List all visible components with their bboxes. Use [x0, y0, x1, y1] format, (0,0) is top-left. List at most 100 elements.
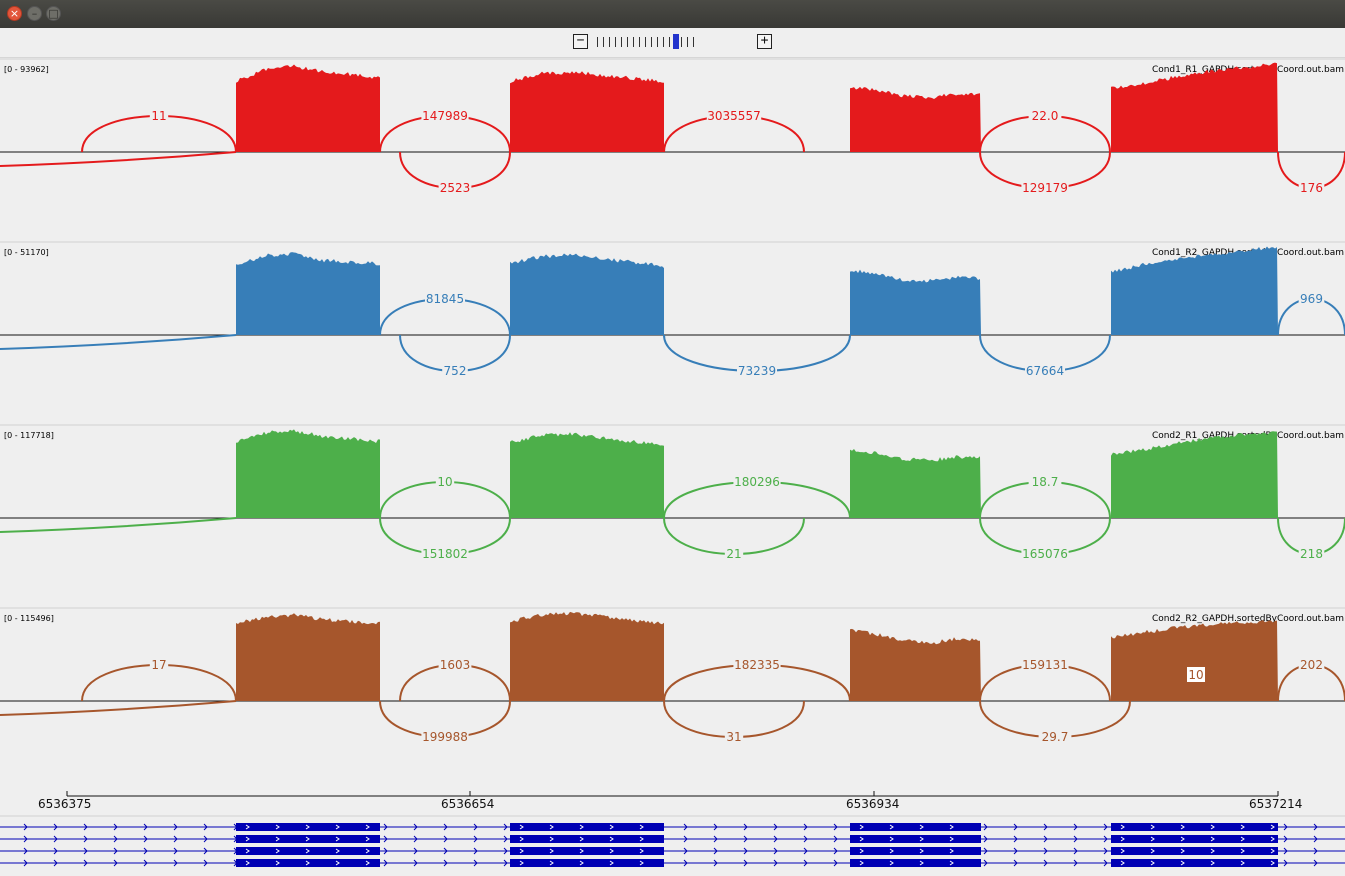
junction-count-label[interactable]: 29.7 — [1042, 730, 1069, 744]
exon-coverage-bar[interactable] — [510, 611, 664, 701]
exon-block[interactable] — [236, 835, 380, 843]
zoom-level-tick[interactable] — [621, 37, 622, 47]
junction-count-label[interactable]: 752 — [444, 364, 467, 378]
exon-coverage-bar[interactable] — [850, 269, 981, 335]
splice-junction-arc[interactable] — [0, 151, 237, 167]
zoom-level-indicator[interactable] — [673, 34, 679, 49]
exon-block[interactable] — [1111, 847, 1278, 855]
coverage-lane-3[interactable]: 10 180296 18.7 151802 21 165076 218 — [0, 424, 1345, 561]
zoom-level-tick[interactable] — [609, 37, 610, 47]
junction-count-label[interactable]: 67664 — [1026, 364, 1064, 378]
exon-coverage-bar[interactable] — [236, 252, 380, 335]
sashimi-plot-canvas[interactable]: 11 147989 3035557 22.0 2523 129179 176 81845 969… — [0, 58, 1345, 876]
exon-block[interactable] — [1111, 859, 1278, 867]
exon-coverage-bar[interactable] — [1111, 620, 1278, 701]
exon-block[interactable] — [1111, 823, 1278, 831]
exon-block[interactable] — [1111, 835, 1278, 843]
exon-block[interactable] — [236, 823, 380, 831]
splice-junction-arc[interactable] — [0, 334, 237, 350]
junction-count-label[interactable]: 151802 — [422, 547, 468, 561]
junction-count-label[interactable]: 176 — [1300, 181, 1323, 195]
exon-coverage-bar[interactable] — [510, 71, 664, 152]
zoom-level-tick[interactable] — [681, 37, 682, 47]
junction-count-label[interactable]: 11 — [151, 109, 166, 123]
exon-coverage-bar[interactable] — [236, 429, 380, 518]
exon-block[interactable] — [850, 823, 981, 831]
junction-count-label[interactable]: 73239 — [738, 364, 776, 378]
coverage-lane-1[interactable]: 11 147989 3035557 22.0 2523 129179 176 — [0, 58, 1345, 195]
junction-count-label[interactable]: 2523 — [440, 181, 471, 195]
junction-count-label[interactable]: 969 — [1300, 292, 1323, 306]
junction-count-label[interactable]: 18.7 — [1032, 475, 1059, 489]
junction-count-label[interactable]: 22.0 — [1032, 109, 1059, 123]
junction-count-label[interactable]: 147989 — [422, 109, 468, 123]
exon-coverage-bar[interactable] — [510, 253, 664, 336]
junction-count-label[interactable]: 10 — [1188, 668, 1203, 682]
exon-block[interactable] — [850, 835, 981, 843]
zoom-level-tick[interactable] — [663, 37, 664, 47]
junction-count-label[interactable]: 199988 — [422, 730, 468, 744]
exon-coverage-bar[interactable] — [850, 449, 981, 518]
zoom-level-tick[interactable] — [597, 37, 598, 47]
transcript-model[interactable] — [0, 835, 1345, 843]
strand-arrow — [1210, 860, 1215, 866]
exon-block[interactable] — [850, 847, 981, 855]
transcript-model[interactable] — [0, 847, 1345, 855]
transcript-model[interactable] — [0, 823, 1345, 831]
exon-coverage-bar[interactable] — [1111, 246, 1278, 336]
exon-coverage-bar[interactable] — [1111, 431, 1278, 518]
junction-count-label[interactable]: 159131 — [1022, 658, 1068, 672]
coverage-lane-2[interactable]: 81845 969 752 73239 67664 — [0, 241, 1345, 378]
zoom-level-tick[interactable] — [693, 37, 694, 47]
zoom-level-tick[interactable] — [645, 37, 646, 47]
gene-model-track[interactable] — [0, 815, 1345, 867]
junction-count-label[interactable]: 165076 — [1022, 547, 1068, 561]
exon-coverage-bar[interactable] — [1111, 62, 1278, 152]
exon-block[interactable] — [510, 823, 664, 831]
junction-count-label[interactable]: 10 — [437, 475, 452, 489]
junction-count-label[interactable]: 129179 — [1022, 181, 1068, 195]
junction-count-label[interactable]: 182335 — [734, 658, 780, 672]
zoom-level-tick[interactable] — [669, 37, 670, 47]
minimize-window-button[interactable]: – — [27, 6, 42, 21]
zoom-level-tick[interactable] — [633, 37, 634, 47]
exon-block[interactable] — [236, 847, 380, 855]
exon-block[interactable] — [236, 859, 380, 867]
zoom-out-button[interactable]: − — [573, 34, 588, 49]
exon-coverage-bar[interactable] — [850, 628, 981, 701]
junction-count-label[interactable]: 202 — [1300, 658, 1323, 672]
strand-arrow — [275, 824, 280, 830]
transcript-model[interactable] — [0, 859, 1345, 867]
junction-count-label[interactable]: 3035557 — [707, 109, 760, 123]
junction-count-label[interactable]: 218 — [1300, 547, 1323, 561]
exon-coverage-bar[interactable] — [236, 64, 380, 153]
zoom-level-tick[interactable] — [639, 37, 640, 47]
maximize-window-button[interactable]: □ — [46, 6, 61, 21]
exon-block[interactable] — [510, 847, 664, 855]
exon-coverage-bar[interactable] — [510, 432, 664, 518]
zoom-level-tick[interactable] — [657, 37, 658, 47]
splice-junction-arc[interactable] — [0, 700, 237, 716]
exon-block[interactable] — [850, 859, 981, 867]
strand-arrow — [1180, 848, 1185, 854]
zoom-level-tick[interactable] — [615, 37, 616, 47]
splice-junction-arc[interactable] — [0, 517, 237, 533]
junction-count-label[interactable]: 17 — [151, 658, 166, 672]
zoom-level-tick[interactable] — [603, 37, 604, 47]
coverage-lane-4[interactable]: 17 1603 182335 159131 10 202 199988 31 29.7 — [0, 607, 1345, 744]
exon-block[interactable] — [510, 859, 664, 867]
zoom-level-tick[interactable] — [687, 37, 688, 47]
close-window-button[interactable]: × — [7, 6, 22, 21]
junction-count-label[interactable]: 81845 — [426, 292, 464, 306]
zoom-level-tick[interactable] — [627, 37, 628, 47]
exon-coverage-bar[interactable] — [850, 86, 981, 152]
exon-block[interactable] — [510, 835, 664, 843]
junction-count-label[interactable]: 180296 — [734, 475, 780, 489]
junction-count-label[interactable]: 31 — [726, 730, 741, 744]
strand-arrow — [1043, 847, 1048, 855]
zoom-in-button[interactable]: + — [757, 34, 772, 49]
junction-count-label[interactable]: 1603 — [440, 658, 471, 672]
zoom-level-tick[interactable] — [651, 37, 652, 47]
junction-count-label[interactable]: 21 — [726, 547, 741, 561]
exon-coverage-bar[interactable] — [236, 613, 380, 701]
